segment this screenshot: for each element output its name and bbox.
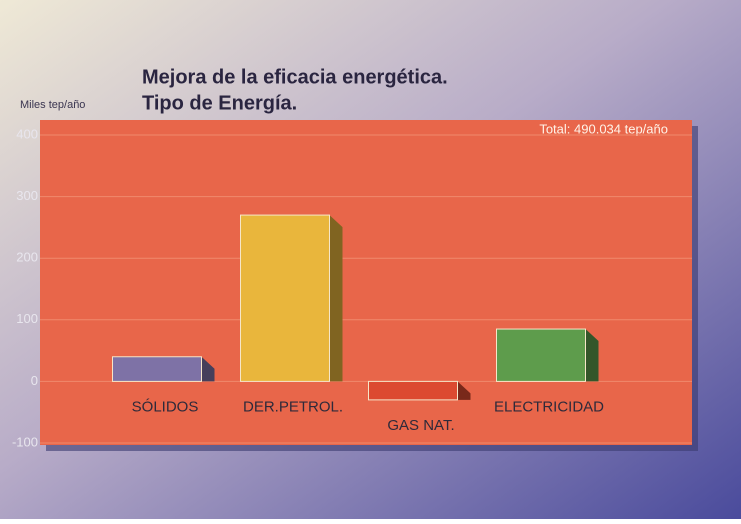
bar	[368, 380, 458, 401]
bar	[496, 328, 586, 382]
plot-area	[40, 120, 692, 445]
annotation: Total: 490.034 tep/año	[539, 121, 668, 136]
bar	[112, 356, 202, 382]
x-tick-label: GAS NAT.	[387, 417, 454, 434]
bar-side	[457, 381, 471, 400]
y-tick-label: 100	[16, 311, 38, 326]
y-tick-label: 200	[16, 250, 38, 265]
x-tick-label: ELECTRICIDAD	[494, 398, 604, 415]
x-tick-label: DER.PETROL.	[243, 398, 343, 415]
chart-title: Tipo de Energía.	[142, 92, 297, 114]
y-tick-label: 400	[16, 126, 38, 141]
bar-side	[201, 356, 215, 382]
y-axis-label: Miles tep/año	[20, 99, 85, 111]
y-tick-label: -100	[12, 434, 38, 449]
bar-side	[329, 215, 343, 382]
bar	[240, 214, 330, 382]
bar-side	[585, 329, 599, 382]
x-tick-label: SÓLIDOS	[132, 398, 199, 415]
y-tick-label: 0	[31, 373, 38, 388]
chart-title: Mejora de la eficacia energética.	[142, 66, 448, 88]
y-tick-label: 300	[16, 188, 38, 203]
